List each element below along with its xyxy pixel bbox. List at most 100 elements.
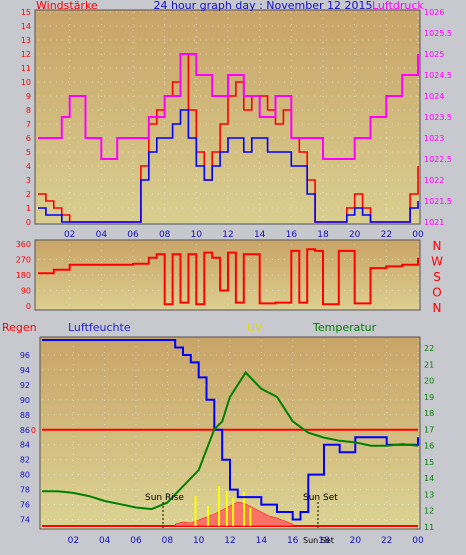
x-tick-label: 12 — [224, 536, 235, 546]
sun-set-footer-label: Sun Set — [303, 536, 334, 545]
legend-uv: UV — [247, 321, 263, 334]
humidity-line — [42, 339, 419, 521]
x-tick-label: 16 — [287, 536, 299, 546]
wind-tick-label: 13 — [21, 36, 31, 45]
x-tick-label: 18 — [318, 536, 330, 546]
wind-tick-label: 2 — [26, 190, 31, 199]
x-tick-label: 10 — [191, 230, 203, 240]
direction-tick-label: 90 — [21, 287, 31, 296]
direction-tick-label: 360 — [16, 240, 31, 249]
humidity-tick-label: 82 — [20, 456, 30, 465]
x-tick-label: 04 — [96, 230, 108, 240]
wind-tick-label: 1 — [26, 204, 31, 213]
rain-tick-label: 0 — [31, 426, 36, 435]
pressure-tick-label: 1022 — [424, 176, 444, 185]
humidity-ticks: 74 76 78 80 82 84 86 88 90 92 94 96 — [20, 351, 30, 525]
humidity-temp-series — [42, 339, 419, 521]
rain-uv-marks: 0 — [31, 426, 418, 527]
humidity-tick-label: 78 — [20, 486, 30, 495]
wind-series — [38, 53, 419, 223]
x-tick-label: 22 — [381, 230, 392, 240]
wind-tick-label: 7 — [26, 120, 31, 129]
pressure-tick-label: 1023 — [424, 134, 444, 143]
wind-tick-label: 3 — [26, 176, 31, 185]
humidity-tick-label: 84 — [20, 441, 30, 450]
compass-label: N — [433, 239, 442, 253]
legend-humidity: Luftfeuchte — [68, 321, 131, 334]
wind-tick-label: 5 — [26, 148, 31, 157]
humidity-x-ticks: 02 04 06 08 10 12 14 16 18 20 22 00 — [68, 536, 424, 546]
wind-axis-label: Windstärke — [36, 0, 98, 12]
direction-tick-label: 270 — [16, 256, 31, 265]
x-tick-label: 20 — [350, 536, 362, 546]
humidity-tick-label: 86 — [20, 426, 30, 435]
x-tick-label: 00 — [412, 230, 424, 240]
legend-rain: Regen — [2, 321, 37, 334]
wind-tick-label: 9 — [26, 92, 31, 101]
sun-set-label: Sun Set — [303, 493, 338, 503]
graph-title: 24 hour graph day : November 12 2015 — [153, 0, 372, 12]
pressure-axis-label: Luftdruck — [372, 0, 424, 12]
pressure-ticks: 1021 1021.5 1022 1022.5 1023 1023.5 1024 1024.5… — [424, 8, 452, 227]
x-tick-label: 14 — [254, 230, 266, 240]
pressure-tick-label: 1024.5 — [424, 71, 452, 80]
temperature-tick-label: 15 — [424, 458, 434, 467]
humidity-tick-label: 94 — [20, 366, 30, 375]
x-tick-label: 22 — [381, 536, 392, 546]
direction-tick-label: 0 — [26, 302, 31, 311]
humidity-tick-label: 80 — [20, 471, 30, 480]
x-tick-label: 16 — [286, 230, 298, 240]
temperature-tick-label: 19 — [424, 393, 434, 402]
x-tick-label: 14 — [256, 536, 268, 546]
humidity-tick-label: 96 — [20, 351, 30, 360]
x-tick-label: 06 — [130, 536, 142, 546]
pressure-tick-label: 1022.5 — [424, 155, 452, 164]
pressure-tick-label: 1024 — [424, 92, 444, 101]
legend-temperature: Temperatur — [312, 321, 377, 334]
humidity-tick-label: 90 — [20, 396, 30, 405]
wind-tick-label: 4 — [26, 162, 31, 171]
temperature-line — [42, 370, 419, 511]
humidity-tick-label: 88 — [20, 411, 30, 420]
temperature-ticks: 11 12 13 14 15 16 17 18 19 20 21 22 — [424, 344, 434, 532]
direction-tick-label: 180 — [16, 271, 31, 280]
temperature-tick-label: 12 — [424, 507, 434, 516]
temperature-tick-label: 17 — [424, 425, 434, 434]
wind-series-line — [38, 109, 419, 223]
humidity-tick-label: 92 — [20, 381, 30, 390]
x-tick-label: 08 — [159, 230, 171, 240]
pressure-tick-label: 1025.5 — [424, 29, 452, 38]
direction-series — [38, 248, 419, 306]
wind-x-ticks: 02 04 06 08 10 12 14 16 18 20 22 00 — [64, 230, 424, 240]
temperature-tick-label: 14 — [424, 474, 434, 483]
wind-tick-label: 0 — [26, 218, 31, 227]
x-tick-label: 20 — [349, 230, 361, 240]
pressure-tick-label: 1021.5 — [424, 197, 452, 206]
sun-rise-label: Sun Rise — [145, 493, 184, 503]
x-tick-label: 02 — [68, 536, 79, 546]
humidity-temp-panel — [39, 336, 421, 530]
x-tick-label: 00 — [412, 536, 424, 546]
x-tick-label: 02 — [64, 230, 75, 240]
compass-label: N — [433, 301, 442, 315]
temperature-tick-label: 21 — [424, 360, 434, 369]
pressure-tick-label: 1025 — [424, 50, 444, 59]
wind-tick-label: 15 — [21, 8, 31, 17]
direction-ticks: 360 270 180 90 0 — [16, 240, 31, 311]
compass-label: O — [432, 286, 441, 300]
x-tick-label: 06 — [127, 230, 139, 240]
temperature-tick-label: 22 — [424, 344, 434, 353]
x-tick-label: 10 — [193, 536, 205, 546]
wind-tick-label: 10 — [21, 78, 31, 87]
direction-series-line — [38, 248, 419, 306]
humidity-tick-label: 76 — [20, 501, 30, 510]
pressure-tick-label: 1021 — [424, 218, 444, 227]
x-tick-label: 04 — [99, 536, 111, 546]
temperature-tick-label: 20 — [424, 377, 434, 386]
x-tick-label: 08 — [162, 536, 174, 546]
x-tick-label: 18 — [317, 230, 329, 240]
